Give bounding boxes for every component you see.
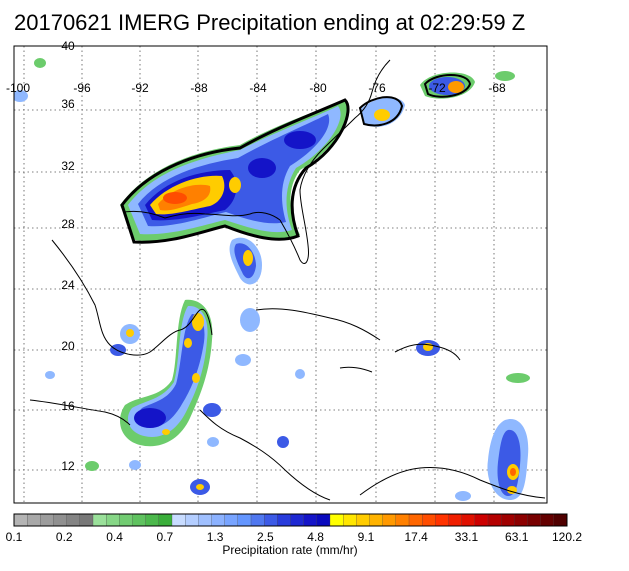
colorbar-cell (158, 513, 173, 527)
colorbar-tick-label: 9.1 (358, 530, 375, 544)
lon-label: -68 (488, 81, 506, 95)
offshore-outline (423, 74, 472, 98)
lat-label: 12 (61, 459, 75, 473)
colorbar-cell (106, 513, 120, 527)
colorbar-tick-label: 2.5 (257, 530, 274, 544)
colorbar-cell (540, 513, 555, 527)
lat-label: 36 (61, 97, 75, 111)
colorbar-cell (250, 513, 265, 527)
lon-label: -72 (428, 81, 446, 95)
map-frame-background (14, 46, 547, 503)
colorbar-tick-label: 0.2 (56, 530, 73, 544)
lon-label: -100 (6, 81, 30, 95)
colorbar-cell (145, 513, 160, 527)
colorbar-cell (461, 513, 476, 527)
longitude-labels: -100 -96 -92 -88 -84 -80 -76 -72 -68 (6, 81, 506, 95)
lat-label: 28 (61, 217, 75, 231)
lon-label: -88 (190, 81, 208, 95)
colorbar-tick-label: 4.8 (307, 530, 324, 544)
colorbar-cell (40, 513, 54, 527)
colorbar-border (13, 513, 568, 527)
colorbar-cell (132, 513, 147, 527)
colorbar-cell (408, 513, 423, 527)
colorbar-cell (474, 513, 489, 527)
colorbar-cell (329, 513, 344, 527)
colorbar-cell (527, 513, 542, 527)
colorbar-cell (422, 513, 436, 527)
colorbar-tick-label: 0.7 (156, 530, 173, 544)
lon-label: -96 (73, 81, 91, 95)
colorbar-tick-label: 0.4 (106, 530, 123, 544)
colorbar-cell (553, 513, 568, 527)
colorbar-tick-label: 120.2 (552, 530, 582, 544)
lat-label: 32 (61, 159, 75, 173)
colorbar-cell (501, 513, 515, 527)
colorbar-cell (487, 513, 502, 527)
colorbar-tick-label: 0.1 (6, 530, 23, 544)
coastlines (29, 59, 546, 501)
northeast-outline (358, 96, 404, 127)
colorbar-cell (277, 513, 291, 527)
colorbar-cell (303, 513, 318, 527)
colorbar-tick-label: 63.1 (505, 530, 529, 544)
colorbar-cell (356, 513, 370, 527)
frontal-outline (120, 98, 350, 244)
colorbar-cell (264, 513, 278, 527)
colorbar-cell (382, 513, 397, 527)
colorbar-cell (171, 513, 186, 527)
lon-label: -76 (368, 81, 386, 95)
colorbar-cell (514, 513, 528, 527)
colorbar-cell (395, 513, 410, 527)
colorbar-cell (224, 513, 239, 527)
latitude-labels: 40 36 32 28 24 20 16 12 (61, 39, 75, 473)
lat-label: 20 (61, 339, 75, 353)
colorbar: 0.1 0.2 0.4 0.7 1.3 2.5 4.8 9.1 17.4 33.1 63.1 120.… (6, 513, 582, 557)
lon-label: -84 (249, 81, 267, 95)
colorbar-cell (185, 513, 199, 527)
colorbar-title: Precipitation rate (mm/hr) (222, 543, 357, 557)
colorbar-cell (435, 513, 449, 527)
colorbar-cell (448, 513, 463, 527)
map-title: 20170621 IMERG Precipitation ending at 0… (14, 10, 526, 35)
colorbar-cell (79, 513, 94, 527)
colorbar-tick-label: 33.1 (455, 530, 479, 544)
colorbar-cell (119, 513, 133, 527)
colorbar-cell (198, 513, 212, 527)
colorbar-cell (369, 513, 384, 527)
precipitation-field (14, 58, 530, 501)
colorbar-tick-label: 17.4 (405, 530, 429, 544)
colorbar-cell (343, 513, 357, 527)
lon-label: -92 (131, 81, 149, 95)
lat-label: 24 (61, 278, 75, 292)
lat-label: 16 (61, 399, 75, 413)
colorbar-cell (211, 513, 226, 527)
colorbar-cell (13, 513, 28, 527)
colorbar-cell (290, 513, 305, 527)
colorbar-tick-label: 1.3 (207, 530, 224, 544)
colorbar-cell (316, 513, 331, 527)
lon-label: -80 (309, 81, 327, 95)
map-frame-border (13, 45, 548, 504)
colorbar-cell (92, 513, 107, 527)
colorbar-cell (237, 513, 252, 527)
colorbar-cell (27, 513, 41, 527)
colorbar-cell (53, 513, 68, 527)
colorbar-cell (66, 513, 81, 527)
lat-label: 40 (61, 39, 75, 53)
